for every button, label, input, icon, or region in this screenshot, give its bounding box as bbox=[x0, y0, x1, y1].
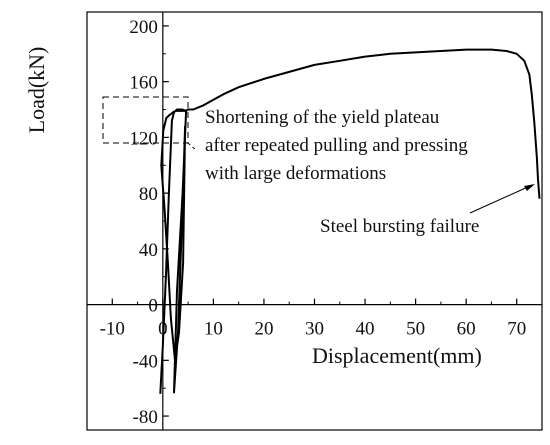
x-tick-label-6: 50 bbox=[406, 319, 425, 340]
y-tick-label-6: 160 bbox=[129, 73, 158, 94]
plot-frame bbox=[86, 11, 543, 431]
x-tick-label-7: 60 bbox=[457, 319, 476, 340]
x-tick-label-0: -10 bbox=[100, 319, 125, 340]
y-tick-label-1: -40 bbox=[133, 351, 158, 372]
annotation-line-3: with large deformations bbox=[205, 163, 386, 184]
y-tick-label-7: 200 bbox=[129, 17, 158, 38]
bursting-failure-arrowhead bbox=[524, 184, 535, 191]
y-tick-label-3: 40 bbox=[139, 240, 158, 261]
x-tick-label-8: 70 bbox=[507, 319, 526, 340]
series-line-0 bbox=[159, 48, 541, 394]
yield-plateau-highlight-box bbox=[102, 96, 189, 144]
x-axis-title: Displacement(mm) bbox=[312, 343, 482, 368]
x-tick-label-2: 10 bbox=[204, 319, 223, 340]
y-axis-ticks: -80 -40 0 40 80 120 160 200 bbox=[129, 17, 169, 428]
annotation-line-1: Shortening of the yield plateau bbox=[205, 107, 440, 128]
series-layer bbox=[159, 48, 541, 394]
x-tick-label-4: 30 bbox=[305, 319, 324, 340]
annotation-bursting-failure: Steel bursting failure bbox=[320, 216, 479, 237]
y-tick-label-0: -80 bbox=[133, 407, 158, 428]
y-tick-label-4: 80 bbox=[139, 184, 158, 205]
x-tick-label-5: 40 bbox=[356, 319, 375, 340]
annotation-line-2: after repeated pulling and pressing bbox=[205, 135, 468, 156]
bursting-failure-leader-line bbox=[469, 185, 531, 214]
x-tick-label-3: 20 bbox=[254, 319, 273, 340]
y-axis-title: Load(kN) bbox=[24, 47, 49, 134]
x-axis-ticks: -10 0 10 20 30 40 50 60 70 bbox=[100, 298, 526, 340]
yield-plateau-leader-line bbox=[187, 142, 197, 151]
y-tick-label-5: 120 bbox=[129, 128, 158, 149]
y-tick-label-2: 0 bbox=[148, 296, 158, 317]
